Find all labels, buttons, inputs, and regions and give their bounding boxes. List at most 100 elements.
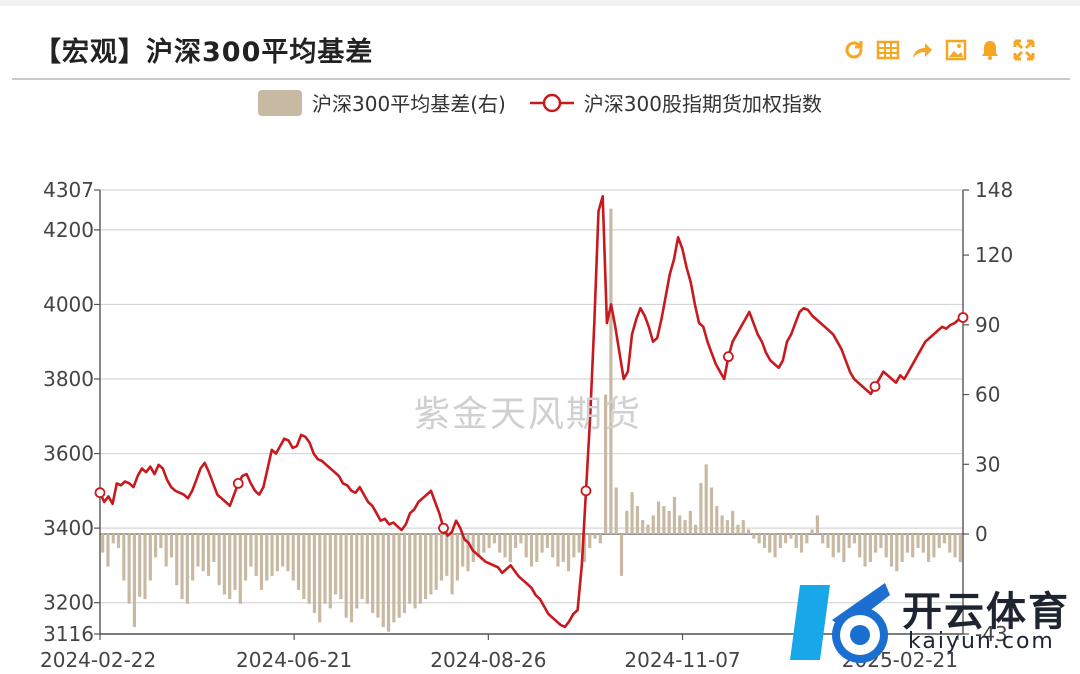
basis-bar bbox=[916, 534, 920, 548]
y-left-tick-label: 4000 bbox=[43, 292, 94, 316]
basis-bar bbox=[725, 520, 729, 535]
basis-bar bbox=[921, 534, 925, 553]
y-right-tick-label: 148 bbox=[975, 178, 1013, 202]
basis-bar bbox=[148, 534, 152, 581]
x-tick-label: 2024-02-22 bbox=[40, 648, 156, 672]
basis-bar bbox=[514, 534, 518, 548]
basis-bar bbox=[641, 520, 645, 535]
refresh-icon[interactable] bbox=[842, 38, 866, 62]
chart-legend: 沪深300平均基差(右) 沪深300股指期货加权指数 bbox=[0, 88, 1080, 117]
legend-item-basis[interactable]: 沪深300平均基差(右) bbox=[258, 88, 506, 117]
legend-item-index[interactable]: 沪深300股指期货加权指数 bbox=[529, 88, 822, 117]
basis-bar bbox=[720, 515, 724, 535]
basis-bar bbox=[884, 534, 888, 558]
y-right-tick-label: 60 bbox=[975, 383, 1000, 407]
share-icon[interactable] bbox=[910, 38, 934, 62]
basis-bar bbox=[932, 534, 936, 558]
table-icon[interactable] bbox=[876, 38, 900, 62]
basis-bar bbox=[455, 534, 459, 581]
basis-bar bbox=[334, 534, 338, 595]
basis-bar bbox=[508, 534, 512, 562]
basis-bar bbox=[556, 534, 560, 567]
basis-bar bbox=[683, 520, 687, 535]
basis-bar bbox=[386, 534, 391, 632]
basis-bar bbox=[476, 534, 481, 558]
basis-bar bbox=[222, 534, 227, 595]
basis-bar bbox=[831, 534, 835, 558]
basis-bar bbox=[572, 534, 576, 558]
legend-swatch-bar bbox=[258, 89, 303, 116]
basis-bar bbox=[164, 534, 168, 567]
basis-bar bbox=[487, 534, 491, 548]
basis-bar bbox=[439, 534, 444, 581]
basis-bar bbox=[154, 534, 158, 558]
bell-icon[interactable] bbox=[978, 38, 1002, 62]
basis-bar bbox=[259, 534, 264, 590]
basis-bar bbox=[482, 534, 486, 553]
basis-bar bbox=[752, 534, 756, 539]
basis-bar bbox=[778, 534, 782, 548]
fullscreen-icon[interactable] bbox=[1012, 38, 1036, 62]
basis-bar bbox=[434, 534, 438, 590]
basis-bar bbox=[852, 534, 857, 544]
basis-bar bbox=[768, 534, 772, 553]
basis-bar bbox=[196, 534, 200, 567]
basis-bar bbox=[524, 534, 528, 558]
basis-bar bbox=[212, 534, 216, 562]
y-left-tick-label: 4200 bbox=[43, 218, 94, 242]
title-divider bbox=[12, 78, 1070, 80]
basis-bar bbox=[408, 534, 412, 604]
basis-bar bbox=[519, 534, 523, 544]
basis-bar bbox=[694, 524, 698, 535]
y-right-tick-label: 30 bbox=[975, 452, 1000, 476]
basis-bar bbox=[672, 496, 677, 535]
legend-label-index: 沪深300股指期货加权指数 bbox=[583, 92, 822, 116]
y-right-tick-label: 90 bbox=[975, 313, 1000, 337]
basis-bar bbox=[598, 534, 602, 544]
basis-bar bbox=[905, 534, 909, 553]
y-left-tick-label: 3200 bbox=[43, 591, 94, 615]
index-marker bbox=[869, 381, 881, 392]
basis-bar bbox=[445, 534, 449, 576]
basis-bar bbox=[328, 534, 332, 609]
basis-bar bbox=[646, 524, 650, 535]
index-marker bbox=[94, 487, 106, 499]
basis-bar bbox=[101, 534, 105, 553]
basis-bar bbox=[545, 534, 549, 548]
basis-bar bbox=[762, 534, 767, 548]
basis-bar bbox=[757, 534, 761, 544]
basis-bar bbox=[773, 534, 777, 558]
basis-bar bbox=[228, 534, 232, 600]
y-left-tick-label: 4307 bbox=[43, 178, 94, 202]
basis-bar bbox=[127, 534, 131, 604]
logo-text: 开云体育 bbox=[902, 589, 1070, 635]
basis-bar bbox=[291, 534, 295, 581]
logo-url: kaiyun.com bbox=[908, 629, 1055, 654]
index-line bbox=[98, 195, 964, 629]
watermark: 紫金天风期货 bbox=[414, 394, 643, 435]
basis-bar bbox=[842, 534, 846, 562]
basis-bar bbox=[926, 534, 931, 562]
basis-bar bbox=[296, 534, 301, 590]
y-right-tick-label: -43 bbox=[975, 622, 1008, 646]
basis-bar bbox=[715, 506, 719, 535]
basis-bar bbox=[630, 492, 634, 535]
basis-bar bbox=[736, 524, 740, 535]
basis-bar bbox=[937, 534, 941, 548]
basis-bar bbox=[418, 534, 422, 604]
basis-bar bbox=[566, 534, 571, 572]
basis-bar bbox=[122, 534, 126, 581]
basis-bar bbox=[376, 534, 380, 618]
page-title: 【宏观】沪深300平均基差 bbox=[34, 37, 374, 68]
basis-bar bbox=[138, 534, 142, 597]
image-download-icon[interactable] bbox=[944, 38, 968, 62]
basis-bar bbox=[365, 534, 369, 604]
basis-bar bbox=[868, 534, 872, 562]
basis-bar bbox=[789, 534, 793, 539]
logo-emblem-icon bbox=[790, 583, 890, 663]
basis-bar bbox=[302, 534, 306, 600]
x-tick-label: 2024-08-26 bbox=[430, 648, 546, 672]
basis-bar bbox=[392, 534, 396, 623]
index-marker bbox=[438, 522, 449, 534]
